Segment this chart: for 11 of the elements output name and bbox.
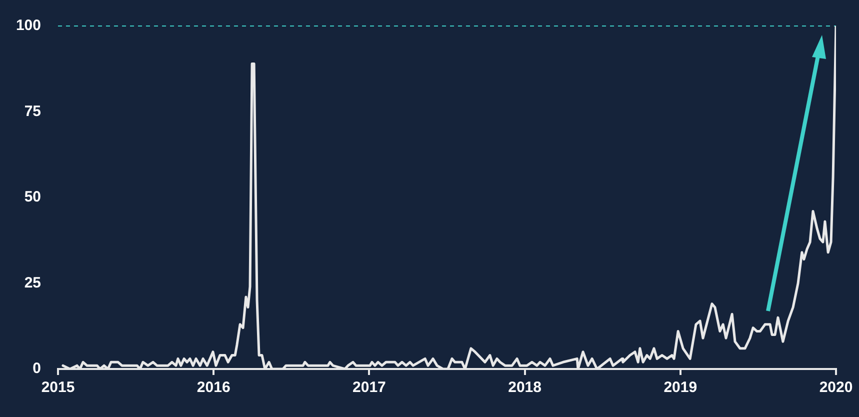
x-tick-label: 2019 [664, 379, 698, 396]
x-tick-label: 2018 [508, 379, 542, 396]
y-tick-label: 25 [24, 274, 41, 292]
x-tick-label: 2017 [352, 379, 386, 396]
x-tick-label: 2016 [196, 379, 230, 396]
y-tick-label: 100 [16, 17, 41, 34]
x-tick-label: 2015 [41, 379, 75, 396]
y-tick-label: 0 [32, 360, 41, 378]
x-tick-label: 2020 [819, 379, 853, 396]
y-tick-label: 75 [24, 102, 41, 120]
y-tick-label: 50 [24, 188, 41, 206]
